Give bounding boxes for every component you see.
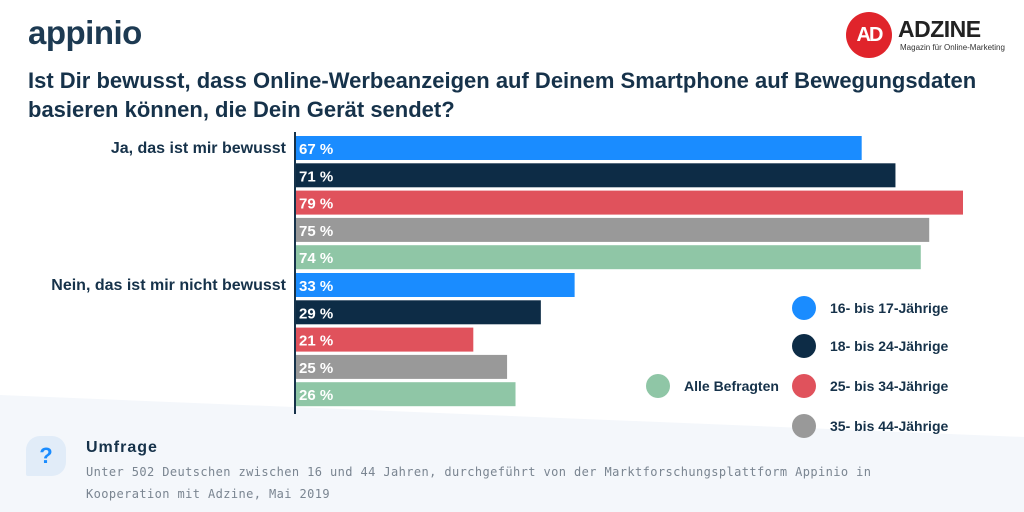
legend-swatch-4 bbox=[792, 414, 816, 438]
chart-title-line-1: Ist Dir bewusst, dass Online-Werbeanzeig… bbox=[28, 68, 977, 93]
legend-item-1: 16- bis 17-Jährige bbox=[792, 296, 948, 320]
data-label-yes-series-3: 79 % bbox=[299, 196, 333, 213]
adzine-logo-mark: AD bbox=[846, 12, 892, 58]
legend-swatch-2 bbox=[792, 334, 816, 358]
question-icon: ? bbox=[26, 436, 66, 476]
bar-no-series-1 bbox=[296, 273, 575, 297]
bar-yes-series-5 bbox=[296, 245, 921, 270]
data-label-yes-series-5: 74 % bbox=[299, 250, 333, 267]
legend-swatch-3 bbox=[792, 374, 816, 398]
survey-heading: Umfrage bbox=[86, 439, 158, 456]
bar-yes-series-3 bbox=[296, 190, 963, 215]
legend-swatch-1 bbox=[792, 296, 816, 320]
bar-no-series-4 bbox=[296, 354, 508, 379]
legend-label-2: 18- bis 24-Jährige bbox=[830, 338, 949, 354]
bar-yes-series-1 bbox=[296, 136, 862, 160]
legend-item-4: 35- bis 44-Jährige bbox=[792, 414, 948, 438]
bar-no-series-3 bbox=[296, 327, 474, 352]
bar-yes-series-2 bbox=[296, 163, 896, 188]
survey-description-line-1: Unter 502 Deutschen zwischen 16 und 44 J… bbox=[86, 465, 872, 479]
data-label-no-series-4: 25 % bbox=[299, 360, 333, 377]
data-label-yes-series-1: 67 % bbox=[299, 141, 333, 158]
legend-label-5: Alle Befragten bbox=[684, 378, 779, 394]
data-label-yes-series-2: 71 % bbox=[299, 168, 333, 185]
adzine-name: ADZINE bbox=[898, 16, 981, 42]
chart-title: Ist Dir bewusst, dass Online-Werbeanzeig… bbox=[28, 66, 1008, 124]
adzine-logo: AD ADZINE Magazin für Online-Marketing bbox=[846, 12, 1006, 60]
bar-no-series-2 bbox=[296, 300, 541, 325]
bar-no-series-5 bbox=[296, 382, 516, 407]
chart-title-line-2: basieren können, die Dein Gerät sendet? bbox=[28, 97, 455, 122]
survey-description-line-2: Kooperation mit Adzine, Mai 2019 bbox=[86, 487, 330, 501]
legend-label-3: 25- bis 34-Jährige bbox=[830, 378, 949, 394]
data-label-no-series-5: 26 % bbox=[299, 387, 333, 404]
bar-yes-series-4 bbox=[296, 217, 930, 242]
legend-item-2: 18- bis 24-Jährige bbox=[792, 334, 948, 358]
data-label-no-series-3: 21 % bbox=[299, 333, 333, 350]
appinio-logo: appinio bbox=[28, 14, 142, 51]
adzine-tagline: Magazin für Online-Marketing bbox=[900, 43, 1005, 52]
data-label-no-series-1: 33 % bbox=[299, 278, 333, 295]
legend-item-3: 25- bis 34-Jährige bbox=[792, 374, 948, 398]
survey-description: Unter 502 Deutschen zwischen 16 und 44 J… bbox=[86, 461, 1006, 505]
data-label-yes-series-4: 75 % bbox=[299, 223, 333, 240]
category-label-yes: Ja, das ist mir bewusst bbox=[110, 140, 286, 157]
legend-item-5: Alle Befragten bbox=[646, 374, 779, 398]
legend-label-1: 16- bis 17-Jährige bbox=[830, 300, 949, 316]
legend-swatch-5 bbox=[646, 374, 670, 398]
legend-label-4: 35- bis 44-Jährige bbox=[830, 418, 949, 434]
data-label-no-series-2: 29 % bbox=[299, 305, 333, 322]
category-label-no: Nein, das ist mir nicht bewusst bbox=[51, 277, 286, 294]
